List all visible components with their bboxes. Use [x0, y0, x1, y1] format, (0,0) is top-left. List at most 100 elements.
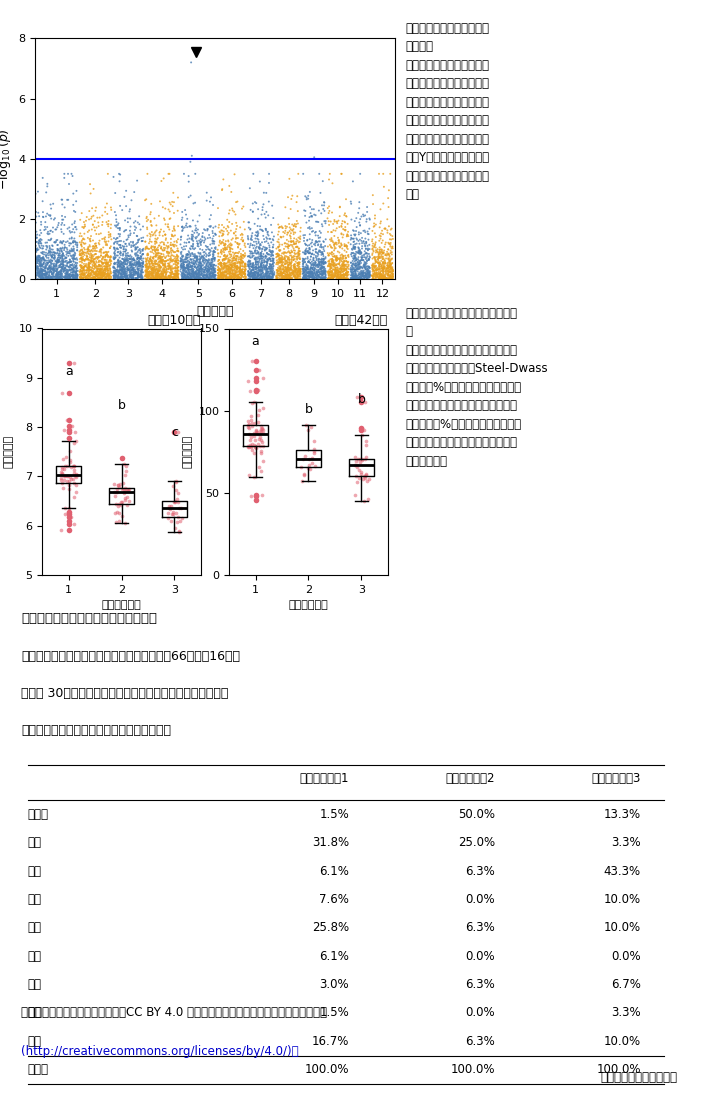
Point [235, 265, 247, 283]
Point [381, 250, 392, 267]
Point [145, 261, 157, 278]
Point [155, 253, 166, 270]
Point [209, 268, 220, 286]
Point [348, 233, 360, 251]
Point [215, 266, 226, 284]
Point [51, 261, 63, 278]
Point [43, 206, 54, 223]
Point [364, 210, 375, 228]
Point [94, 262, 106, 279]
Point [168, 268, 179, 286]
Point [46, 199, 57, 217]
Point [110, 269, 121, 287]
Point [335, 264, 346, 281]
Point [37, 265, 49, 283]
Point [287, 187, 298, 205]
Point [61, 412, 73, 429]
Point [342, 264, 353, 281]
Point [224, 251, 235, 268]
Point [274, 251, 286, 268]
Point [312, 264, 323, 281]
Point [225, 237, 236, 254]
Point [37, 245, 48, 263]
Point [102, 270, 113, 288]
Point [277, 255, 288, 273]
Point [375, 264, 386, 281]
Point [206, 261, 217, 278]
Point [190, 258, 201, 276]
Point [336, 165, 347, 183]
Point [368, 257, 379, 275]
Point [363, 250, 374, 267]
Point [173, 242, 184, 260]
Point [103, 253, 114, 270]
Point [192, 238, 203, 255]
Point [333, 264, 344, 281]
Point [75, 256, 86, 274]
Point [218, 226, 229, 243]
Point [384, 255, 396, 273]
Point [85, 258, 96, 276]
Point [177, 246, 188, 264]
Point [348, 222, 360, 240]
Point [185, 251, 196, 268]
Point [121, 231, 132, 249]
Point [317, 263, 328, 280]
Point [94, 263, 106, 280]
Point [331, 258, 342, 276]
Point [141, 254, 152, 272]
Point [294, 267, 305, 285]
Point [263, 263, 274, 280]
Point [360, 266, 372, 284]
Point [326, 263, 337, 280]
Point [306, 233, 317, 251]
Point [247, 267, 258, 285]
Point [72, 237, 83, 254]
Point [56, 196, 68, 214]
Point [181, 250, 192, 267]
Point [345, 269, 356, 287]
Point [318, 253, 329, 270]
Point [116, 269, 127, 287]
Point [294, 250, 305, 267]
Point [153, 258, 164, 276]
Point [375, 265, 386, 283]
Point [298, 269, 309, 287]
Point [56, 258, 67, 276]
Point [386, 266, 398, 284]
Point [340, 270, 351, 288]
Point [149, 230, 161, 247]
Point [229, 265, 240, 283]
Point [178, 268, 189, 286]
Point [337, 266, 348, 284]
Point [259, 239, 271, 256]
Point [307, 260, 318, 277]
Point [121, 265, 133, 283]
Point [37, 240, 49, 257]
Point [188, 262, 199, 279]
Point [61, 264, 72, 281]
Point [325, 264, 336, 281]
Point [209, 250, 220, 267]
Point [233, 244, 244, 262]
Point [130, 240, 142, 257]
Point [298, 450, 309, 468]
Point [116, 201, 128, 219]
Point [381, 265, 392, 283]
Point [218, 264, 229, 281]
Point [148, 261, 159, 278]
Point [353, 226, 364, 243]
Point [274, 242, 286, 260]
Point [357, 268, 368, 286]
Point [41, 249, 52, 266]
Point [387, 263, 398, 280]
Point [288, 263, 299, 280]
Point [341, 249, 352, 266]
Point [341, 228, 352, 245]
Point [191, 268, 202, 286]
Point [156, 263, 167, 280]
Point [385, 258, 396, 276]
Point [367, 270, 379, 288]
Point [199, 261, 210, 278]
Point [267, 253, 278, 270]
